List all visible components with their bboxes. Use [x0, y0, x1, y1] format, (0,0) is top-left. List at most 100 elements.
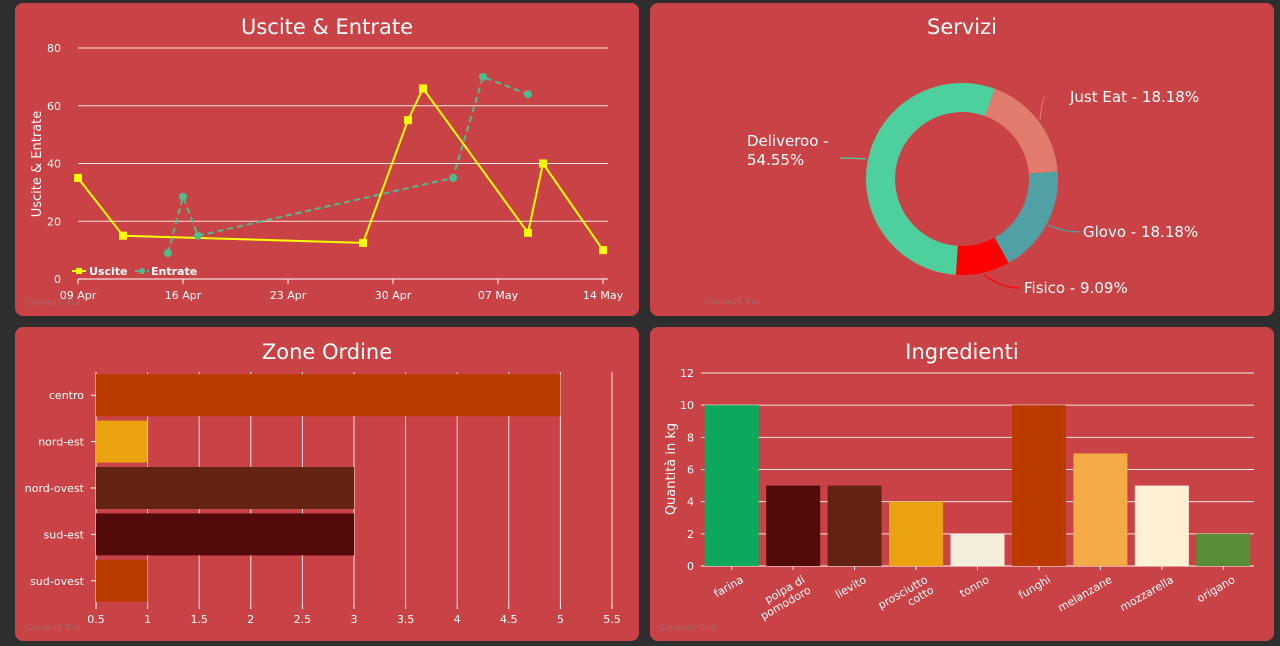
x-tick-label: lievito [833, 573, 869, 601]
data-point [479, 72, 487, 81]
bar-chart-panel: Ingredienti 0 2 4 6 8 10 12 Quantità in kg farina… [650, 327, 1274, 641]
y-tick-label: sud-ovest [30, 575, 85, 588]
bar [766, 485, 821, 566]
y-tick-label: 4 [687, 496, 694, 509]
data-point [119, 231, 127, 240]
x-tick-label: 14 May [583, 289, 624, 302]
legend-swatch-marker [139, 268, 145, 274]
donut-slice [994, 171, 1058, 263]
x-tick-label: 4 [454, 613, 461, 626]
watermark: CanvasJS Trial [660, 623, 716, 632]
y-tick-label: 0 [687, 560, 694, 573]
slice-label: 54.55% [747, 151, 804, 169]
horizontal-bar-chart: Zone Ordine 0.5 1 1.5 2 2.5 3 3.5 4 4.5 5 5.5 centro… [25, 340, 621, 632]
bar-chart: Ingredienti 0 2 4 6 8 10 12 Quantità in kg farina… [660, 340, 1254, 632]
x-tick-label: 4.5 [500, 613, 518, 626]
bar [96, 374, 561, 417]
data-point [449, 173, 457, 182]
bar [1073, 453, 1128, 566]
data-point [539, 159, 547, 168]
donut-chart: Servizi Just Eat - 18.18% Glovo - 18.18% Fi… [705, 15, 1199, 306]
x-tick-label: tonno [958, 573, 992, 600]
x-tick-label-group: origano [1195, 573, 1238, 605]
data-point [599, 246, 607, 255]
x-tick-label: 1.5 [190, 613, 208, 626]
x-tick-label: 2.5 [294, 613, 312, 626]
watermark: CanvasJS Trial [25, 623, 81, 632]
y-tick-label: 0 [54, 273, 61, 286]
y-tick-label: 12 [680, 367, 694, 380]
y-tick-label: 6 [687, 464, 694, 477]
y-tick-label: 8 [687, 431, 694, 444]
x-tick-label: 1 [144, 613, 151, 626]
slice-leader-line [983, 274, 1021, 289]
series-line-uscite [77, 86, 604, 251]
x-tick-label: 3.5 [397, 613, 415, 626]
slice-label: Just Eat - 18.18% [1069, 88, 1199, 106]
x-tick-label: 3 [351, 613, 358, 626]
donut-slice [865, 82, 995, 275]
donut-slice [955, 237, 1009, 275]
bar [1134, 485, 1189, 566]
data-point [524, 228, 532, 237]
chart-title: Ingredienti [905, 340, 1018, 364]
data-point [164, 249, 172, 258]
y-tick-label: 40 [47, 158, 61, 171]
horizontal-bar-chart-panel: Zone Ordine 0.5 1 1.5 2 2.5 3 3.5 4 4.5 5 5.5 centro… [15, 327, 639, 641]
legend-swatch-marker [76, 268, 82, 274]
bar [950, 533, 1005, 566]
chart-title: Uscite & Entrate [241, 15, 413, 39]
bar [96, 420, 148, 463]
x-tick-label-group: tonno [958, 573, 992, 600]
y-tick-label: sud-est [44, 528, 85, 541]
x-tick-label-group: mozzarella [1118, 573, 1176, 614]
x-tick-label: 16 Apr [165, 289, 202, 302]
bar [827, 485, 882, 566]
x-tick-label: funghi [1016, 573, 1053, 602]
data-point [74, 173, 82, 182]
y-axis-title: Quantità in kg [664, 423, 679, 515]
x-tick-label-group: funghi [1016, 573, 1053, 602]
line-chart: Uscite & Entrate 0 20 40 60 80 09 Apr 16 Apr 23 … [25, 15, 624, 307]
series-line-entrate [167, 75, 529, 254]
y-tick-label: 60 [47, 100, 61, 113]
x-tick-label: 5.5 [603, 613, 621, 626]
bar [1196, 533, 1251, 566]
chart-title: Servizi [927, 15, 997, 39]
x-tick-label: 0.5 [87, 613, 105, 626]
y-axis-title: Uscite & Entrate [30, 111, 45, 218]
x-tick-label-group: lievito [833, 573, 869, 601]
chart-title: Zone Ordine [262, 340, 392, 364]
slice-leader-line [839, 157, 867, 160]
y-tick-label: 10 [680, 399, 694, 412]
bar [704, 405, 759, 566]
data-point [194, 231, 202, 240]
x-tick-label: 09 Apr [60, 289, 97, 302]
data-point [404, 116, 412, 125]
y-tick-label: nord-est [38, 436, 84, 449]
x-tick-label: 30 Apr [375, 289, 412, 302]
data-point [419, 84, 427, 93]
slice-label: Deliveroo - [747, 132, 829, 150]
data-point [179, 192, 187, 201]
line-chart-panel: Uscite & Entrate 0 20 40 60 80 09 Apr 16 Apr 23 … [15, 3, 639, 316]
watermark: CanvasJS Trial [25, 298, 81, 307]
donut-chart-panel: Servizi Just Eat - 18.18% Glovo - 18.18% Fi… [650, 3, 1274, 316]
x-tick-label: melanzane [1055, 573, 1114, 615]
y-tick-label: 2 [687, 528, 694, 541]
y-tick-label: 20 [47, 215, 61, 228]
y-tick-label: 80 [47, 42, 61, 55]
donut-slice [984, 88, 1058, 174]
bar [96, 513, 354, 556]
bar [1011, 405, 1066, 566]
slice-leader-line [1039, 96, 1046, 120]
watermark: CanvasJS Trial [705, 297, 761, 306]
x-tick-label: farina [712, 573, 746, 600]
x-tick-label: 23 Apr [270, 289, 307, 302]
y-tick-label: nord-ovest [25, 482, 85, 495]
x-tick-label-group: farina [712, 573, 746, 600]
slice-label: Glovo - 18.18% [1083, 223, 1198, 241]
x-tick-label: mozzarella [1118, 573, 1176, 614]
